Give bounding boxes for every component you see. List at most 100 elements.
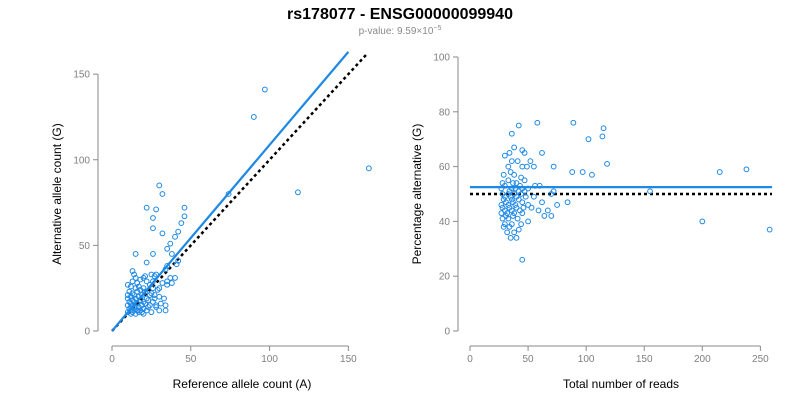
data-point: [519, 256, 526, 263]
data-point: [604, 160, 610, 167]
data-point: [548, 191, 555, 197]
data-point: [589, 171, 595, 178]
data-point: [365, 165, 372, 172]
data-point: [175, 228, 182, 235]
data-point: [647, 188, 653, 195]
data-point: [512, 202, 519, 208]
data-point: [534, 119, 541, 126]
y-tick-label: 20: [439, 272, 451, 283]
data-point: [250, 114, 257, 120]
data-point: [518, 174, 525, 181]
data-point: [140, 285, 147, 292]
data-point: [569, 169, 576, 175]
data-point: [585, 136, 592, 143]
data-point: [154, 287, 161, 293]
data-point: [146, 292, 153, 298]
data-point: [178, 220, 185, 227]
data-point: [132, 251, 139, 257]
data-point: [148, 271, 155, 278]
data-point: [541, 213, 548, 219]
data-point: [515, 226, 522, 233]
data-point: [124, 281, 131, 288]
figure-title: rs178077 - ENSG00000099940: [287, 6, 513, 23]
x-axis-label: Reference allele count (A): [173, 377, 312, 391]
data-point: [518, 191, 525, 197]
data-point: [511, 171, 518, 178]
data-point: [511, 210, 518, 217]
y-tick-label: 0: [84, 327, 90, 338]
data-point: [156, 285, 163, 292]
data-point: [524, 163, 530, 170]
data-point: [168, 280, 175, 286]
data-point: [500, 171, 507, 178]
x-tick-label: 100: [261, 354, 278, 365]
data-point: [164, 263, 171, 269]
data-point: [129, 309, 136, 316]
data-point: [510, 180, 516, 186]
x-tick-label: 0: [109, 354, 115, 365]
y-tick-label: 40: [439, 217, 451, 228]
data-point: [564, 199, 571, 206]
y-tick-label: 100: [73, 155, 90, 166]
data-point: [506, 223, 513, 230]
data-point: [156, 293, 163, 300]
x-tick-label: 50: [523, 354, 535, 365]
data-point: [162, 302, 169, 309]
data-point: [505, 215, 512, 222]
x-tick-label: 200: [694, 354, 711, 365]
data-point: [699, 218, 706, 225]
data-point: [295, 189, 301, 196]
data-point: [539, 150, 545, 156]
data-point: [505, 177, 512, 184]
data-point: [519, 163, 526, 170]
y-tick-label: 0: [444, 327, 450, 338]
data-point: [153, 304, 160, 310]
figure-subtitle: p-value: 9.59×10−5: [359, 25, 442, 37]
data-point: [261, 86, 268, 93]
y-tick-label: 60: [439, 162, 451, 173]
data-point: [579, 169, 586, 175]
data-point: [511, 229, 518, 236]
data-point: [513, 180, 520, 186]
data-point: [520, 204, 527, 211]
data-point: [131, 271, 137, 278]
data-point: [527, 158, 534, 165]
data-point: [600, 125, 607, 132]
data-point: [766, 226, 773, 233]
data-point: [140, 310, 147, 317]
data-point: [172, 233, 178, 240]
data-point: [521, 150, 528, 156]
data-point: [507, 169, 514, 175]
data-point: [128, 300, 134, 307]
data-point: [132, 310, 139, 317]
data-point: [134, 288, 141, 295]
data-point: [513, 234, 520, 241]
data-point: [501, 221, 508, 228]
x-tick-label: 0: [467, 354, 473, 365]
data-point: [743, 166, 750, 173]
data-point: [150, 225, 156, 232]
data-point: [124, 292, 131, 298]
data-point: [507, 234, 514, 241]
x-tick-label: 150: [636, 354, 653, 365]
data-point: [498, 210, 505, 217]
data-point: [508, 158, 515, 165]
data-point: [161, 295, 167, 302]
data-point: [506, 150, 513, 156]
data-point: [508, 130, 515, 137]
data-point: [143, 259, 150, 266]
data-point: [156, 307, 163, 314]
data-point: [134, 280, 141, 286]
data-point: [181, 213, 188, 220]
y-axis-label: Percentage alternative (G): [410, 124, 424, 265]
data-point: [510, 213, 516, 219]
data-point: [164, 245, 171, 252]
fit-line: [111, 51, 350, 332]
data-point: [146, 302, 153, 309]
data-point: [143, 204, 150, 211]
data-point: [150, 215, 156, 221]
data-point: [153, 206, 160, 213]
x-tick-label: 50: [185, 354, 197, 365]
y-tick-label: 100: [433, 53, 450, 64]
data-point: [137, 276, 144, 283]
